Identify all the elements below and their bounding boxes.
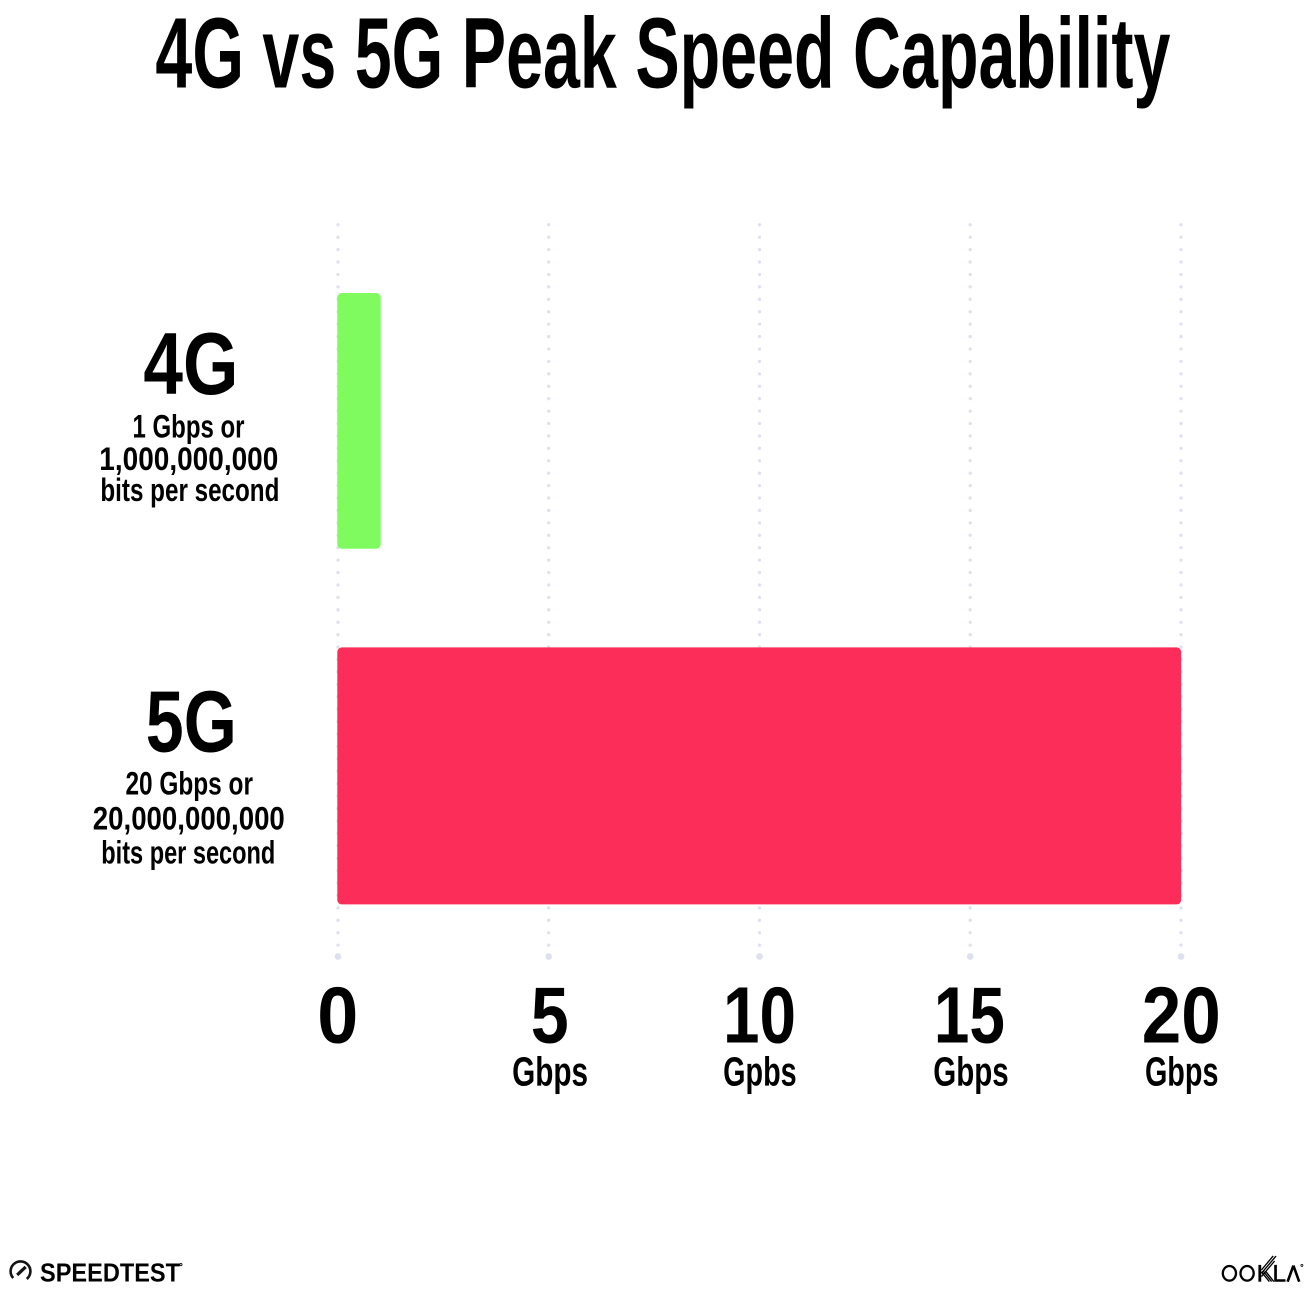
svg-text:1,000,000,000: 1,000,000,000 (99, 441, 278, 477)
svg-text:20,000,000,000: 20,000,000,000 (93, 800, 285, 836)
svg-text:4G: 4G (143, 314, 238, 413)
svg-text:bits per second: bits per second (101, 835, 275, 871)
svg-text:5G: 5G (146, 673, 237, 770)
svg-text:1 Gbps or: 1 Gbps or (133, 409, 245, 445)
svg-text:bits per second: bits per second (100, 472, 279, 508)
svg-text:5: 5 (531, 971, 569, 1060)
svg-text:Gbps: Gbps (933, 1048, 1009, 1094)
svg-text:SPEEDTEST: SPEEDTEST (40, 1258, 180, 1288)
svg-text:4G vs 5G Peak Speed Capability: 4G vs 5G Peak Speed Capability (155, 0, 1170, 110)
svg-text:0: 0 (317, 971, 358, 1060)
svg-text:15: 15 (934, 971, 1005, 1060)
svg-text:Gpbs: Gpbs (723, 1048, 797, 1094)
svg-text:20 Gbps or: 20 Gbps or (125, 765, 253, 801)
svg-text:10: 10 (723, 971, 796, 1060)
svg-text:20: 20 (1142, 971, 1221, 1060)
svg-text:Gbps: Gbps (1145, 1048, 1219, 1094)
svg-text:Gbps: Gbps (512, 1048, 588, 1094)
